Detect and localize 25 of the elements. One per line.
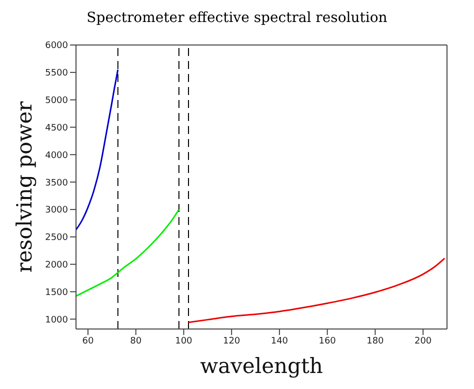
y-tick-label: 4500: [45, 123, 68, 134]
y-tick-label: 5500: [45, 68, 68, 79]
x-tick-label: 160: [318, 336, 336, 346]
chart-title: Spectrometer effective spectral resolution: [86, 9, 388, 28]
line-series: [76, 68, 119, 231]
y-axis-title: resolving power: [12, 100, 36, 273]
x-tick-label: 120: [222, 336, 240, 346]
x-axis-title: wavelength: [200, 354, 323, 378]
y-tick-label: 3500: [45, 178, 68, 188]
x-tick-label: 200: [414, 336, 432, 346]
line-series: [76, 208, 180, 297]
y-tick-label: 3000: [45, 206, 68, 216]
line-series: [188, 258, 446, 324]
y-tick-label: 4000: [45, 150, 68, 161]
y-tick-label: 2500: [45, 233, 68, 244]
y-tick-label: 1500: [45, 288, 68, 298]
x-tick-label: 180: [366, 336, 384, 346]
y-tick-label: 2000: [45, 260, 68, 270]
y-tick-label: 1000: [45, 315, 68, 326]
y-tick-label: 6000: [45, 41, 68, 52]
x-tick-label: 140: [270, 336, 288, 346]
x-tick-label: 80: [130, 336, 142, 346]
x-tick-label: 60: [82, 336, 94, 346]
y-tick-label: 5000: [45, 96, 68, 106]
x-tick-label: 100: [175, 336, 193, 346]
